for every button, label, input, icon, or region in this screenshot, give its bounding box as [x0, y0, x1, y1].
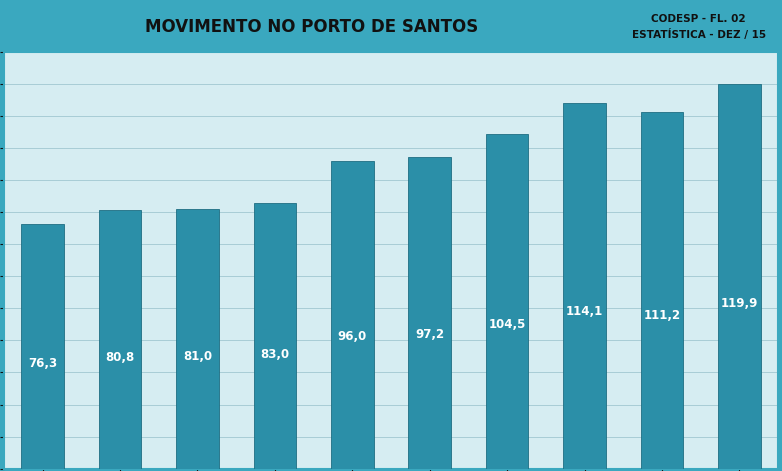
Text: 111,2: 111,2 — [644, 309, 680, 322]
Bar — [718, 84, 761, 469]
Text: 119,9: 119,9 — [721, 297, 758, 310]
Bar — [21, 224, 64, 469]
Text: 96,0: 96,0 — [338, 330, 367, 343]
Bar — [486, 134, 529, 469]
Bar — [331, 161, 374, 469]
Text: CODESP - FL. 02
ESTATÍSTICA - DEZ / 15: CODESP - FL. 02 ESTATÍSTICA - DEZ / 15 — [632, 14, 766, 40]
Text: MOVIMENTO NO PORTO DE SANTOS: MOVIMENTO NO PORTO DE SANTOS — [145, 18, 479, 36]
Text: 104,5: 104,5 — [489, 318, 526, 331]
Bar — [563, 103, 606, 469]
Text: 80,8: 80,8 — [106, 351, 135, 364]
Text: 83,0: 83,0 — [260, 348, 289, 361]
Text: 81,0: 81,0 — [183, 350, 212, 364]
Bar — [253, 203, 296, 469]
Text: 76,3: 76,3 — [28, 357, 57, 370]
Text: 97,2: 97,2 — [415, 328, 444, 341]
Bar — [408, 157, 451, 469]
Bar — [99, 210, 142, 469]
Bar — [640, 112, 683, 469]
Text: 114,1: 114,1 — [566, 305, 603, 318]
Bar — [176, 209, 219, 469]
